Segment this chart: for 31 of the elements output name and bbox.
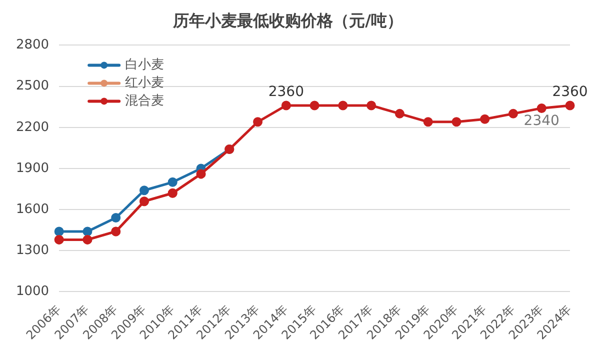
point — [394, 108, 404, 118]
y-tick-label: 1900 — [16, 160, 50, 176]
point — [452, 117, 462, 127]
legend-label: 红小麦 — [125, 76, 164, 91]
y-tick-label: 1600 — [16, 202, 50, 217]
point — [281, 100, 291, 110]
legend-label: 白小麦 — [125, 58, 164, 73]
point — [508, 108, 518, 118]
legend-label: 混合麦 — [125, 94, 164, 109]
y-tick-label: 2800 — [16, 38, 50, 53]
point — [338, 100, 348, 110]
y-tick-label: 2200 — [16, 120, 50, 135]
point — [111, 213, 121, 223]
point — [168, 177, 178, 187]
point — [536, 103, 546, 113]
point — [310, 100, 320, 110]
annotation: 2360 — [552, 84, 588, 100]
point — [82, 226, 92, 236]
point — [253, 117, 263, 127]
point — [480, 114, 490, 124]
point — [565, 100, 575, 110]
y-tick-label: 1000 — [16, 284, 50, 300]
point — [139, 186, 149, 196]
chart-title: 历年小麦最低收购价格（元/吨） — [172, 10, 403, 30]
point — [366, 100, 376, 110]
y-tick-label: 2500 — [16, 78, 50, 94]
point — [423, 117, 433, 127]
point — [54, 226, 64, 236]
annotation: 2340 — [524, 112, 560, 129]
y-tick-label: 1300 — [16, 243, 50, 258]
annotation: 2360 — [268, 84, 304, 100]
